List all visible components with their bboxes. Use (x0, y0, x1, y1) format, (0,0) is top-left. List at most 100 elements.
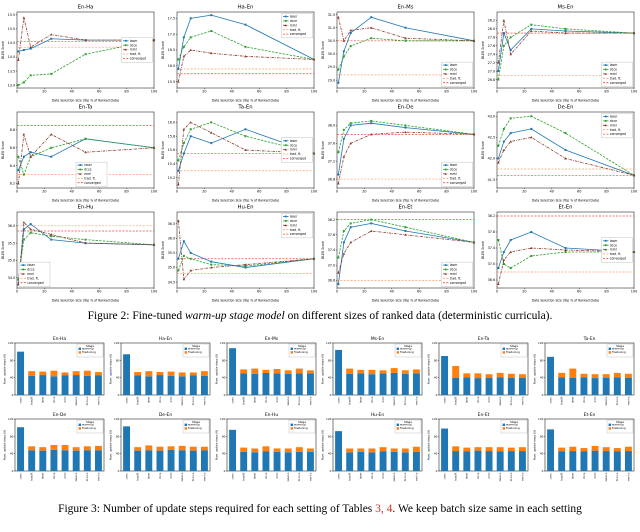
svg-text:laser: laser (359, 472, 363, 479)
svg-text:mml-o: mml-o (202, 472, 206, 481)
svg-text:Stage: Stage (404, 344, 412, 348)
bar-chart-bar-ha-en: 0 40 80 120 conv. trad.ft laser dcce mml laser-o d… (108, 336, 211, 405)
svg-text:27.6: 27.6 (488, 44, 496, 48)
y-axis-label: BLEU Score (1, 41, 5, 59)
svg-text:16.5: 16.5 (168, 48, 176, 52)
svg-text:laser: laser (450, 63, 458, 67)
svg-text:laser: laser (290, 139, 298, 143)
svg-text:warm-up: warm-up (506, 423, 518, 427)
svg-text:20: 20 (42, 89, 46, 93)
x-axis-label: Data Selection Size (Top % of Ranked Dat… (372, 298, 439, 302)
svg-text:dcce: dcce (582, 396, 586, 402)
svg-text:0: 0 (16, 289, 18, 293)
svg-text:37.4: 37.4 (328, 248, 336, 252)
svg-text:38.2: 38.2 (488, 214, 496, 218)
svg-text:dcce: dcce (290, 19, 297, 23)
svg-text:40: 40 (10, 376, 14, 380)
svg-text:warm-up: warm-up (294, 423, 306, 427)
svg-text:laser-o: laser-o (74, 472, 78, 481)
y-axis-label: BLEU Score (481, 241, 485, 259)
svg-text:mml-o: mml-o (520, 472, 524, 481)
bar-chart-bar-en-et: 0 40 80 120 conv. trad.ft laser dcce mml laser-o d… (426, 412, 529, 481)
svg-text:80: 80 (284, 89, 288, 93)
svg-text:dcce: dcce (290, 143, 297, 147)
svg-text:120: 120 (538, 417, 544, 421)
svg-text:80: 80 (540, 358, 544, 362)
x-axis-label: Data Selection Size (Top % of Ranked Dat… (52, 98, 119, 102)
line-chart-et-en: 36.6 37.0 37.4 37.8 38.2 0 20 40 60 80 100 Et-En Dat… (481, 205, 637, 303)
bar-chart-bar-de-en: 0 40 80 120 conv. trad.ft laser dcce mml laser-o d… (108, 412, 211, 481)
x-axis-label: Data Selection Size (Top % of Ranked Dat… (52, 198, 119, 202)
figure2-cell-en-et: 36.6 37.0 37.4 37.8 38.2 0 20 40 60 80 100 En-Et Dat… (320, 203, 480, 303)
svg-text:80: 80 (116, 434, 120, 438)
svg-text:100: 100 (631, 189, 637, 193)
svg-text:laser-o: laser-o (392, 472, 396, 481)
svg-text:40: 40 (230, 189, 234, 193)
svg-text:8.8: 8.8 (10, 128, 15, 132)
svg-text:laser-o: laser-o (74, 396, 78, 405)
chart-title: En-Ha (53, 336, 66, 342)
svg-text:dcce-o: dcce-o (509, 396, 513, 405)
svg-text:38.2: 38.2 (328, 218, 336, 222)
chart-title: En-Hu (78, 205, 94, 211)
chart-title: Ta-En (583, 336, 596, 342)
svg-text:trad.ft: trad.ft (242, 473, 246, 481)
figure3-caption: Figure 3: Number of update steps require… (0, 503, 640, 515)
svg-text:laser: laser (147, 396, 151, 403)
svg-text:laser-o: laser-o (498, 396, 502, 405)
svg-text:35.0: 35.0 (168, 266, 176, 270)
svg-text:100: 100 (631, 289, 637, 293)
figure2-cell-hu-en: 34.5 35.0 35.5 36.0 36.5 0 20 40 60 80 100 Hu-En Dat… (160, 203, 320, 303)
svg-text:conv.: conv. (231, 396, 234, 403)
y-axis-label: Num. update steps (K) (214, 354, 218, 384)
svg-text:20: 20 (202, 289, 206, 293)
svg-text:dcce: dcce (158, 396, 162, 402)
svg-text:finetuning: finetuning (612, 426, 626, 430)
svg-text:warm-up: warm-up (400, 347, 412, 351)
figure3-cell-bar-en-ms: 0 40 80 120 conv. trad.ft laser dcce mml laser-o d… (214, 335, 320, 411)
line-chart-en-ha: 13.0 13.5 14.0 14.5 15.0 15.5 0 20 40 60 80 100 En-H… (1, 5, 157, 103)
svg-text:Stage: Stage (86, 420, 94, 424)
svg-text:mml: mml (169, 472, 173, 478)
svg-text:40: 40 (10, 452, 14, 456)
svg-text:laser: laser (290, 15, 298, 19)
svg-text:laser-o: laser-o (604, 472, 608, 481)
figure2-cell-en-ta: 8.2 8.4 8.6 8.8 0 20 40 60 80 100 En-Ta Data Select… (0, 103, 160, 203)
x-axis-label: Data Selection Size (Top % of Ranked Dat… (212, 98, 279, 102)
svg-text:80: 80 (434, 358, 438, 362)
svg-text:30.5: 30.5 (328, 39, 336, 43)
svg-text:0: 0 (436, 469, 438, 473)
svg-text:converged: converged (610, 257, 626, 261)
svg-text:100: 100 (471, 89, 477, 93)
svg-text:17.5: 17.5 (168, 17, 176, 21)
svg-text:laser: laser (359, 396, 363, 403)
svg-text:40: 40 (230, 289, 234, 293)
svg-text:mml-o: mml-o (626, 472, 630, 481)
svg-text:dcce: dcce (370, 396, 374, 402)
svg-text:Stage: Stage (86, 344, 94, 348)
svg-text:0: 0 (118, 469, 120, 473)
svg-text:80: 80 (604, 189, 608, 193)
svg-text:mml: mml (487, 472, 491, 478)
svg-text:20: 20 (42, 189, 46, 193)
y-axis-label: BLEU Score (481, 141, 485, 159)
svg-text:0: 0 (330, 469, 332, 473)
svg-text:40: 40 (390, 189, 394, 193)
svg-text:80: 80 (434, 434, 438, 438)
svg-text:mml: mml (610, 248, 617, 252)
figure2-chart-grid: 13.0 13.5 14.0 14.5 15.0 15.5 0 20 40 60 80 100 En-H… (0, 5, 637, 303)
line-chart-en-ta: 8.2 8.4 8.6 8.8 0 20 40 60 80 100 En-Ta Data Select… (1, 105, 157, 203)
figure3-table-link[interactable]: 3, 4 (375, 503, 393, 515)
svg-text:20: 20 (522, 189, 526, 193)
chart-title: En-De (398, 105, 414, 111)
svg-text:dcce: dcce (450, 268, 457, 272)
x-axis-label: Data Selection Size (Top % of Ranked Dat… (532, 198, 599, 202)
line-chart-ha-en: 15.5 16.0 16.5 17.0 17.5 0 20 40 60 80 100 Ha-En Dat… (161, 5, 317, 103)
svg-text:laser: laser (41, 396, 45, 403)
svg-text:finetuning: finetuning (400, 426, 414, 430)
svg-text:laser-o: laser-o (180, 396, 184, 405)
